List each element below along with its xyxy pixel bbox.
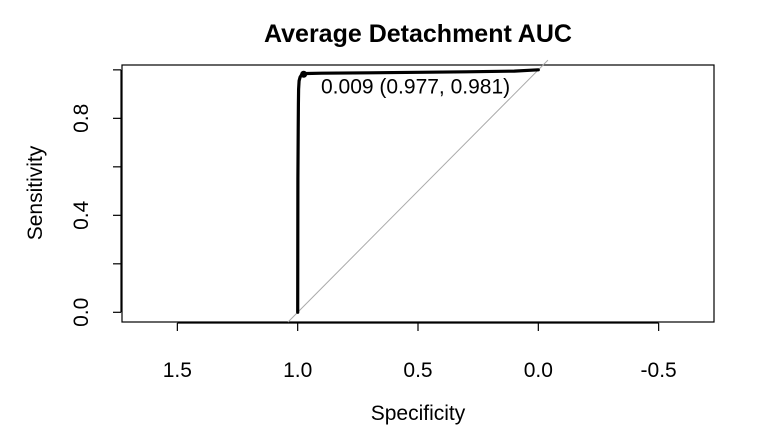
x-tick-label: 1.5 xyxy=(163,359,192,382)
x-axis-label: Specificity xyxy=(371,402,466,425)
plot-area: 0.009 (0.977, 0.981) xyxy=(287,59,549,323)
x-axis: 1.5 1.0 0.5 0.0 -0.5 xyxy=(163,322,677,382)
chart-title: Average Detachment AUC xyxy=(264,20,572,48)
y-axis-label: Sensitivity xyxy=(24,145,47,240)
y-axis: 0.0 0.4 0.8 xyxy=(70,69,122,327)
threshold-point xyxy=(300,70,308,78)
plot-frame xyxy=(121,64,715,323)
y-tick-label: 0.8 xyxy=(70,104,93,133)
y-tick-label: 0.4 xyxy=(70,200,93,230)
x-tick-label: 0.0 xyxy=(524,359,553,382)
y-tick-label: 0.0 xyxy=(70,298,93,327)
x-tick-label: 1.0 xyxy=(283,359,312,382)
x-tick-label: -0.5 xyxy=(641,359,677,382)
reference-diagonal-line xyxy=(287,59,549,323)
x-tick-label: 0.5 xyxy=(403,359,432,382)
threshold-annotation: 0.009 (0.977, 0.981) xyxy=(321,76,510,99)
